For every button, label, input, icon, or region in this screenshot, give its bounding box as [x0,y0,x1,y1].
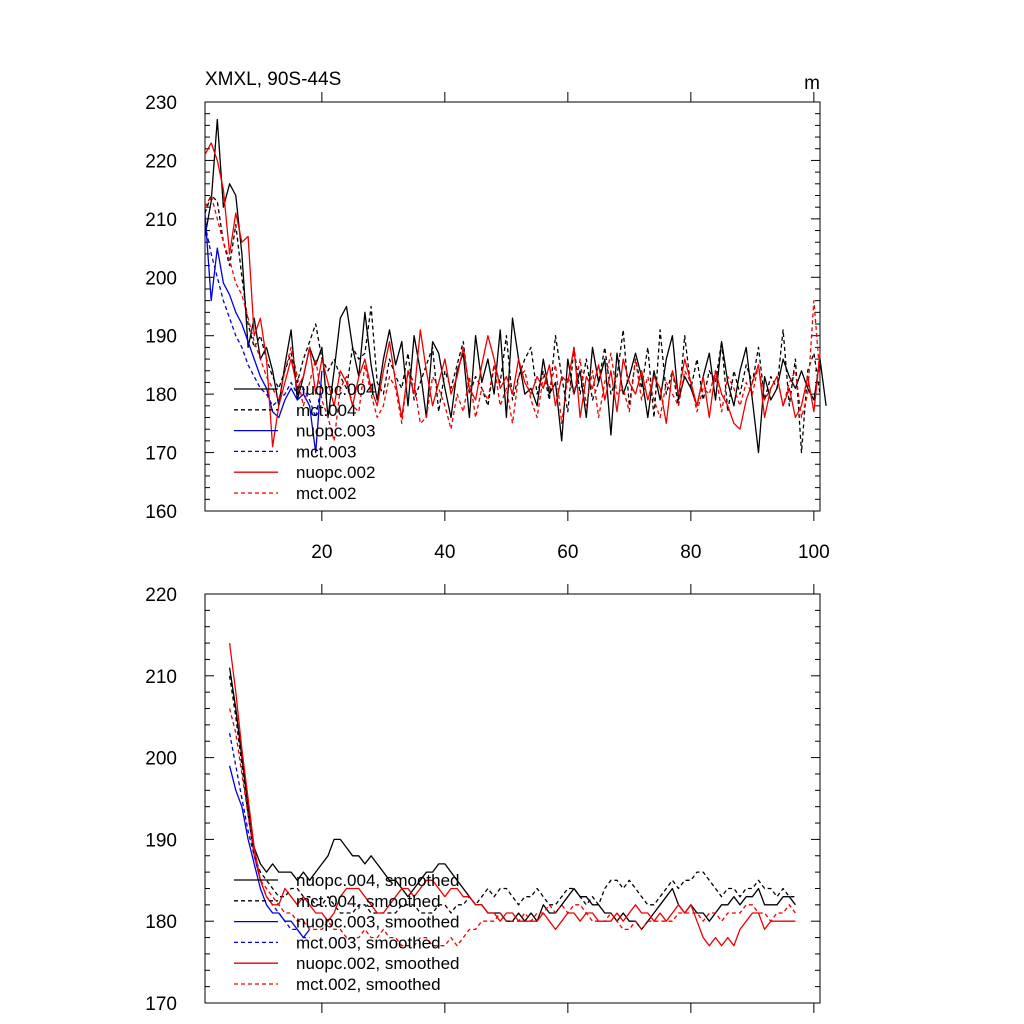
legend-label: mct.002, smoothed [296,975,441,994]
legend-label: nuopc.002 [296,463,375,482]
series-line [228,708,796,947]
y-tick-label: 210 [145,667,177,688]
y-tick-label: 200 [145,268,177,289]
series-line [204,194,821,454]
y-tick-label: 190 [145,830,177,851]
series-line [204,224,323,419]
y-tick-label: 170 [145,444,177,465]
x-tick-label: 80 [680,542,701,563]
series-line [204,212,323,454]
series-line [228,732,310,939]
legend-label: nuopc.003 [296,422,375,441]
top-chart-title: XMXL, 90S-44S [205,69,341,90]
plot-frame [204,593,821,1004]
legend-label: nuopc.002, smoothed [296,954,460,973]
legend-label: nuopc.003, smoothed [296,913,460,932]
y-tick-label: 200 [145,749,177,770]
y-tick-label: 220 [145,151,177,172]
y-tick-label: 160 [145,502,177,523]
x-tick-label: 40 [434,542,455,563]
y-tick-label: 190 [145,327,177,348]
top-chart-units: m [804,73,820,94]
legend-label: nuopc.004, smoothed [296,871,460,890]
y-tick-label: 170 [145,994,177,1015]
x-tick-label: 20 [311,542,332,563]
series-line [204,142,821,448]
legend-label: mct.003 [296,442,356,461]
series-line [228,765,311,939]
y-tick-label: 220 [145,585,177,606]
legend-label: mct.002 [296,484,356,503]
series-line [228,667,796,931]
legend-label: mct.004 [296,401,356,420]
plot-frame [204,101,821,512]
series-line [228,675,796,914]
y-tick-label: 180 [145,385,177,406]
legend-label: mct.004, smoothed [296,892,441,911]
y-tick-label: 230 [145,93,177,114]
series-line [204,194,821,442]
series-line [228,643,796,947]
legend-label: mct.003, smoothed [296,933,441,952]
x-tick-label: 100 [798,542,830,563]
x-tick-label: 60 [557,542,578,563]
y-tick-label: 210 [145,210,177,231]
y-tick-label: 180 [145,912,177,933]
top-chart-panel: 160 170 180 190 200 210 220 230 20 40 60 80 100 nuopc… [145,92,830,563]
legend-label: nuopc.004 [296,380,375,399]
bottom-chart-panel: 170 180 190 200 210 220 nuopc.004, smoothed mct… [145,584,821,1015]
